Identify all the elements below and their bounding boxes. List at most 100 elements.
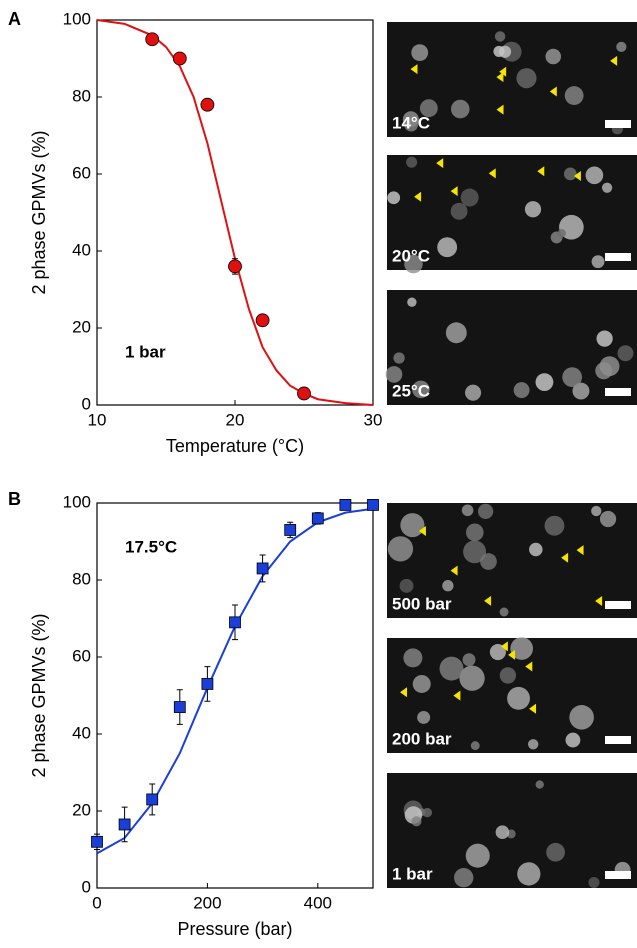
scale-bar: [605, 601, 631, 609]
vesicle: [601, 182, 613, 193]
vesicle: [489, 644, 506, 661]
x-tick-label: 30: [364, 410, 383, 429]
vesicle: [403, 117, 419, 132]
vesicle: [544, 515, 565, 536]
marker-arrow: [595, 596, 603, 607]
vesicle: [545, 48, 562, 65]
scale-bar: [605, 871, 631, 879]
marker-arrow: [549, 86, 557, 97]
marker-arrow: [488, 168, 496, 179]
marker-arrow: [450, 186, 458, 197]
vesicle: [507, 686, 530, 710]
vesicle: [459, 665, 485, 691]
marker-arrow: [496, 104, 504, 115]
vesicle: [385, 366, 403, 383]
y-tick-label: 20: [72, 317, 91, 336]
vesicle: [498, 45, 512, 58]
y-tick-label: 20: [72, 800, 91, 819]
vesicle: [529, 542, 543, 557]
marker-arrow: [508, 649, 516, 660]
marker-arrow: [414, 191, 422, 202]
y-tick-label: 0: [82, 877, 91, 896]
y-tick-label: 80: [72, 569, 91, 588]
marker-arrow: [496, 72, 504, 83]
image-label: 25°C: [392, 381, 430, 400]
vesicle: [465, 523, 484, 542]
data-point: [201, 678, 214, 690]
scale-bar: [605, 253, 631, 261]
marker-arrow: [418, 525, 426, 536]
scale-bar: [605, 120, 631, 128]
vesicle: [564, 86, 584, 105]
x-tick-label: 0: [92, 893, 101, 912]
data-point: [145, 32, 160, 47]
data-point: [118, 818, 131, 831]
plot-frame: [96, 502, 374, 889]
vesicle: [460, 188, 479, 207]
data-point: [172, 51, 187, 66]
vesicle: [442, 580, 454, 592]
image-label: 20°C: [392, 246, 430, 265]
panel-label: A: [8, 9, 21, 29]
vesicle: [480, 553, 497, 570]
data-point: [311, 512, 324, 525]
y-axis-label: 2 phase GPMVs (%): [29, 130, 49, 294]
vesicle: [495, 825, 510, 840]
image-label: 200 bar: [392, 729, 452, 748]
marker-arrow: [610, 55, 618, 66]
vesicle: [595, 362, 613, 380]
micrograph: [387, 503, 637, 618]
x-tick-label: 400: [304, 893, 332, 912]
marker-arrow: [400, 687, 408, 698]
image-label: 1 bar: [392, 864, 433, 883]
annotation: 1 bar: [125, 342, 166, 361]
marker-arrow: [573, 170, 581, 181]
y-tick-label: 100: [63, 9, 91, 28]
data-point: [91, 835, 103, 848]
vesicle: [599, 510, 617, 528]
data-point: [255, 313, 270, 328]
marker-arrow: [529, 703, 537, 714]
vesicle: [463, 540, 487, 564]
vesicle: [417, 710, 431, 724]
scale-bar: [605, 736, 631, 744]
scale-bar: [605, 388, 631, 396]
data-point: [339, 499, 352, 511]
vesicle: [465, 384, 482, 401]
data-point: [256, 562, 269, 575]
vesicle: [494, 31, 506, 42]
vesicle: [617, 345, 634, 362]
y-tick-label: 100: [63, 492, 91, 511]
vesicle: [411, 816, 422, 827]
vesicle: [403, 648, 423, 668]
y-tick-label: 80: [72, 86, 91, 105]
marker-arrow: [561, 552, 569, 563]
vesicle: [412, 380, 430, 399]
vesicle: [437, 237, 458, 258]
marker-arrow: [576, 545, 584, 556]
y-tick-label: 0: [82, 394, 91, 413]
y-tick-label: 60: [72, 163, 91, 182]
image-label: 14°C: [392, 113, 430, 132]
vesicle: [562, 367, 583, 388]
panel-label: B: [8, 489, 21, 509]
x-tick-label: 10: [88, 410, 107, 429]
image-label: 500 bar: [392, 594, 452, 613]
marker-arrow: [484, 595, 492, 606]
marker-arrow: [453, 690, 461, 701]
vesicle: [422, 807, 433, 818]
data-point: [146, 793, 159, 806]
vesicle: [450, 202, 468, 220]
marker-arrow: [525, 661, 533, 672]
data-point: [200, 97, 215, 112]
vesicle: [393, 352, 405, 364]
vesicle: [404, 254, 423, 274]
vesicle: [439, 656, 464, 681]
vesicle: [412, 674, 431, 693]
vesicle: [591, 255, 605, 269]
data-point: [229, 616, 241, 629]
data-point: [367, 499, 379, 511]
annotation: 17.5°C: [125, 537, 177, 556]
vesicle: [499, 667, 517, 684]
